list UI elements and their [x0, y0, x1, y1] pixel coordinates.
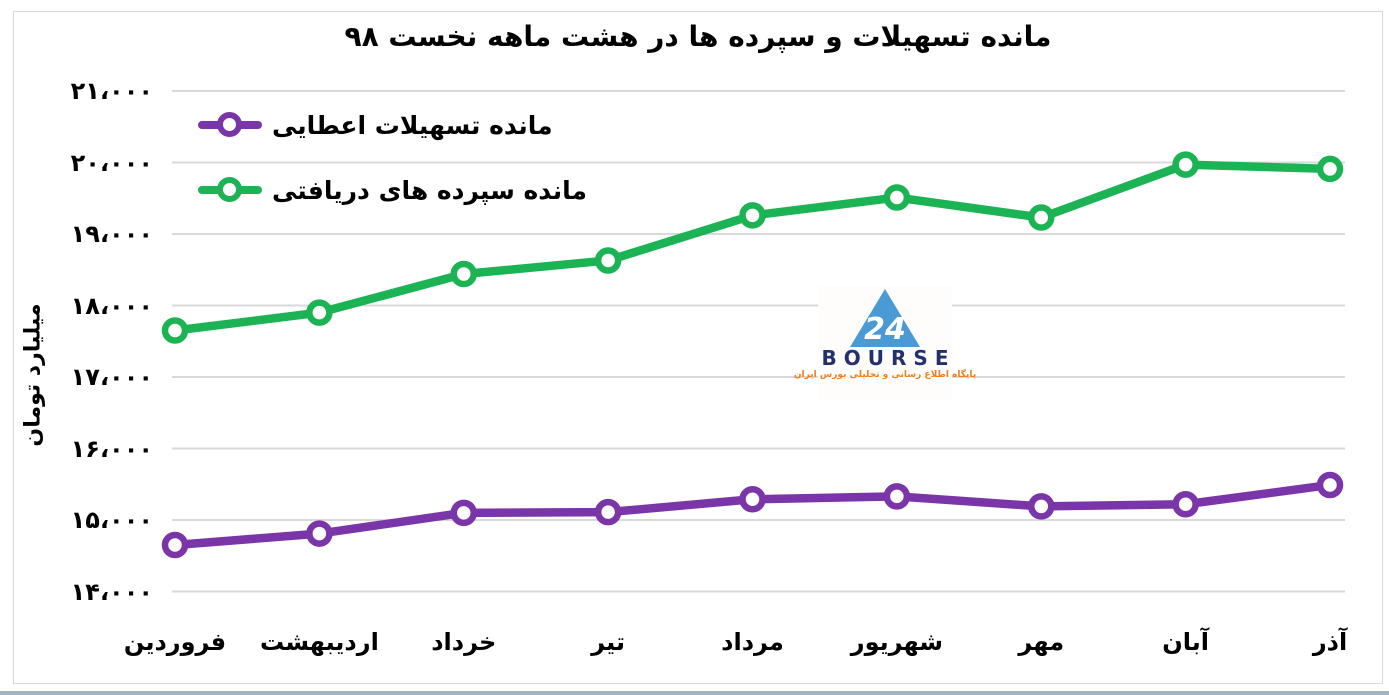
chart-frame: [13, 11, 1383, 684]
data-point-marker: [1172, 491, 1199, 518]
data-point-marker: [450, 499, 477, 527]
data-point-marker: [739, 202, 766, 229]
x-axis-label: آبان: [1162, 628, 1209, 656]
x-axis-label: فروردین: [123, 628, 227, 656]
bourse24-logo-icon: 24: [850, 289, 920, 347]
x-axis-label: اردیبهشت: [259, 628, 379, 656]
screen-bottom-edge: [0, 691, 1389, 695]
data-point-marker: [450, 260, 477, 288]
x-axis-label: مهر: [1018, 628, 1065, 656]
y-axis-title: میلیارد تومان: [20, 303, 46, 447]
data-point-marker: [1316, 471, 1344, 499]
data-point-marker: [883, 184, 911, 211]
data-point-marker: [594, 498, 622, 526]
y-tick-label: ۱۵،۰۰۰: [70, 506, 153, 534]
legend-item-deposits: مانده سپرده های دریافتی: [198, 172, 587, 208]
data-point-marker: [306, 299, 333, 326]
data-point-marker: [1172, 151, 1199, 178]
y-tick-label: ۱۹،۰۰۰: [70, 220, 153, 248]
data-point-marker: [161, 531, 189, 559]
x-axis-label: تیر: [591, 628, 625, 656]
y-tick-label: ۱۴،۰۰۰: [70, 577, 153, 606]
data-point-marker: [594, 247, 622, 274]
data-point-marker: [1316, 155, 1344, 183]
watermark-brand: BOURSE: [821, 346, 956, 370]
deposits-line-marker-icon: [198, 176, 262, 204]
facilities-line-marker-icon: [198, 111, 262, 139]
y-tick-label: ۲۱،۰۰۰: [70, 77, 153, 105]
legend-item-facilities: مانده تسهیلات اعطایی: [198, 107, 553, 143]
x-axis-label: خرداد: [431, 628, 497, 656]
y-tick-label: ۱۸،۰۰۰: [70, 291, 153, 320]
x-axis-label: آذر: [1312, 628, 1348, 656]
legend-label-deposits: مانده سپرده های دریافتی: [272, 175, 587, 205]
legend-label-facilities: مانده تسهیلات اعطایی: [272, 110, 553, 140]
data-point-marker: [739, 486, 766, 513]
chart-title: مانده تسهیلات و سپرده ها در هشت ماهه نخس…: [344, 20, 1052, 53]
y-tick-label: ۱۷،۰۰۰: [70, 363, 153, 391]
data-point-marker: [161, 317, 189, 344]
data-point-marker: [306, 520, 333, 547]
watermark-tagline: پایگاه اطلاع رسانی و تحلیلی بورس ایران: [793, 370, 977, 380]
data-point-marker: [1028, 493, 1055, 520]
data-point-marker: [883, 483, 911, 510]
x-axis-label: مرداد: [721, 628, 784, 656]
data-point-marker: [1028, 204, 1055, 231]
watermark: 24 BOURSE پایگاه اطلاع رسانی و تحلیلی بو…: [794, 286, 976, 400]
y-tick-label: ۱۶،۰۰۰: [70, 434, 153, 463]
x-axis-label: شهریور: [850, 628, 943, 656]
y-tick-label: ۲۰،۰۰۰: [70, 148, 153, 177]
logo-24-text: 24: [864, 312, 906, 347]
